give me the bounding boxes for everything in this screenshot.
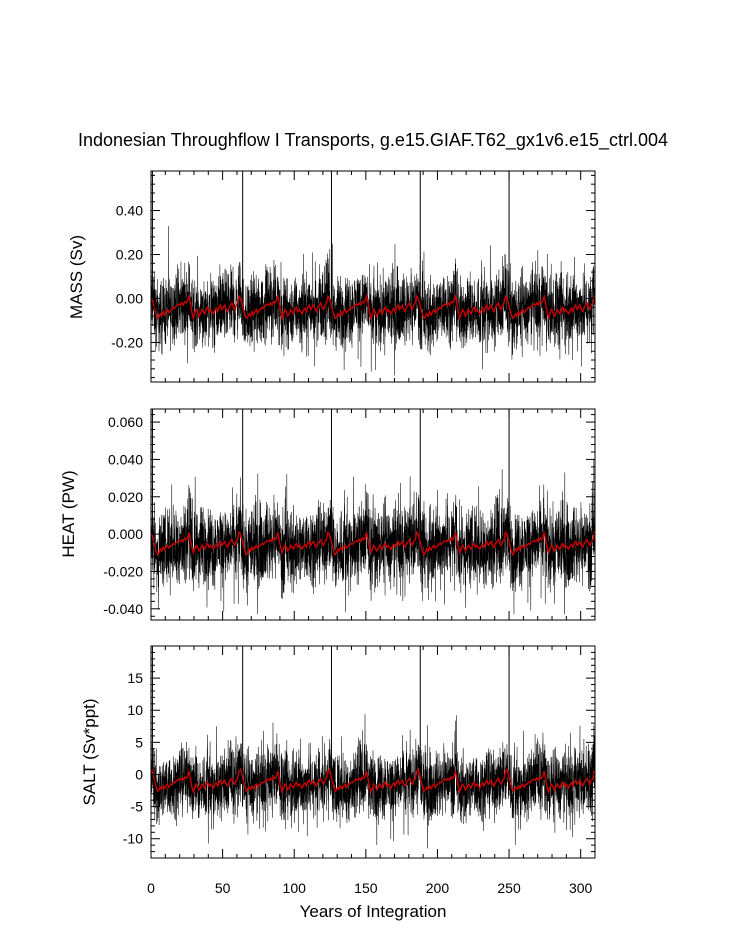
salt-frame <box>150 645 596 859</box>
panel-salt: 15 10 5 0 -5 -10 SALT (Sv*ppt) <box>80 645 596 859</box>
salt-y-tick-label: 0 <box>135 766 143 782</box>
x-tick-label: 200 <box>426 880 450 896</box>
x-axis-label: Years of Integration <box>300 902 447 921</box>
heat-plot-area: 0.060 0.040 0.020 0.000 -0.020 -0.040 <box>103 408 596 621</box>
mass-frame <box>150 170 596 383</box>
mass-y-tick-label: 0.20 <box>116 247 143 263</box>
mass-monthly-line <box>151 225 595 376</box>
x-tick-label: 50 <box>215 880 231 896</box>
chart-title: Indonesian Throughflow I Transports, g.e… <box>78 130 668 151</box>
heat-y-tick-label: 0.000 <box>108 526 143 542</box>
panel-heat: 0.060 0.040 0.020 0.000 -0.020 -0.040 HEAT (P… <box>59 408 596 621</box>
x-tick-label: 250 <box>497 880 521 896</box>
heat-monthly-line <box>151 458 595 615</box>
heat-y-tick-label: 0.060 <box>108 414 143 430</box>
heat-annual-mean-line <box>151 530 595 557</box>
salt-monthly-line <box>151 714 595 849</box>
salt-y-tick-label: 5 <box>135 734 143 750</box>
salt-y-tick-label: 15 <box>127 670 143 686</box>
heat-y-tick-label: -0.020 <box>103 563 143 579</box>
x-tick-label: 150 <box>354 880 378 896</box>
x-tick-labels: 0 50 100 150 200 250 300 <box>147 880 592 896</box>
mass-y-tick-label: 0.40 <box>116 203 143 219</box>
mass-y-tick-label: -0.20 <box>111 334 143 350</box>
salt-y-tick-label: -5 <box>131 799 144 815</box>
heat-y-tick-label: -0.040 <box>103 601 143 617</box>
mass-y-axis-label: MASS (Sv) <box>67 235 86 319</box>
salt-y-axis-label: SALT (Sv*ppt) <box>80 698 99 805</box>
mass-y-tick-label: 0.00 <box>116 290 143 306</box>
heat-frame <box>150 408 596 621</box>
x-tick-label: 0 <box>147 880 155 896</box>
salt-plot-area: 15 10 5 0 -5 -10 <box>123 645 596 859</box>
heat-y-tick-label: 0.020 <box>108 489 143 505</box>
salt-y-tick-label: -10 <box>123 831 143 847</box>
heat-y-tick-label: 0.040 <box>108 451 143 467</box>
salt-y-tick-label: 10 <box>127 702 143 718</box>
mass-plot-area: 0.40 0.20 0.00 -0.20 <box>111 170 596 383</box>
x-tick-label: 100 <box>283 880 307 896</box>
heat-y-axis-label: HEAT (PW) <box>59 470 78 557</box>
mass-annual-mean-line <box>151 293 595 321</box>
panel-mass: 0.40 0.20 0.00 -0.20 MASS (Sv) <box>67 170 596 383</box>
salt-annual-mean-line <box>151 767 595 795</box>
x-tick-label: 300 <box>569 880 593 896</box>
